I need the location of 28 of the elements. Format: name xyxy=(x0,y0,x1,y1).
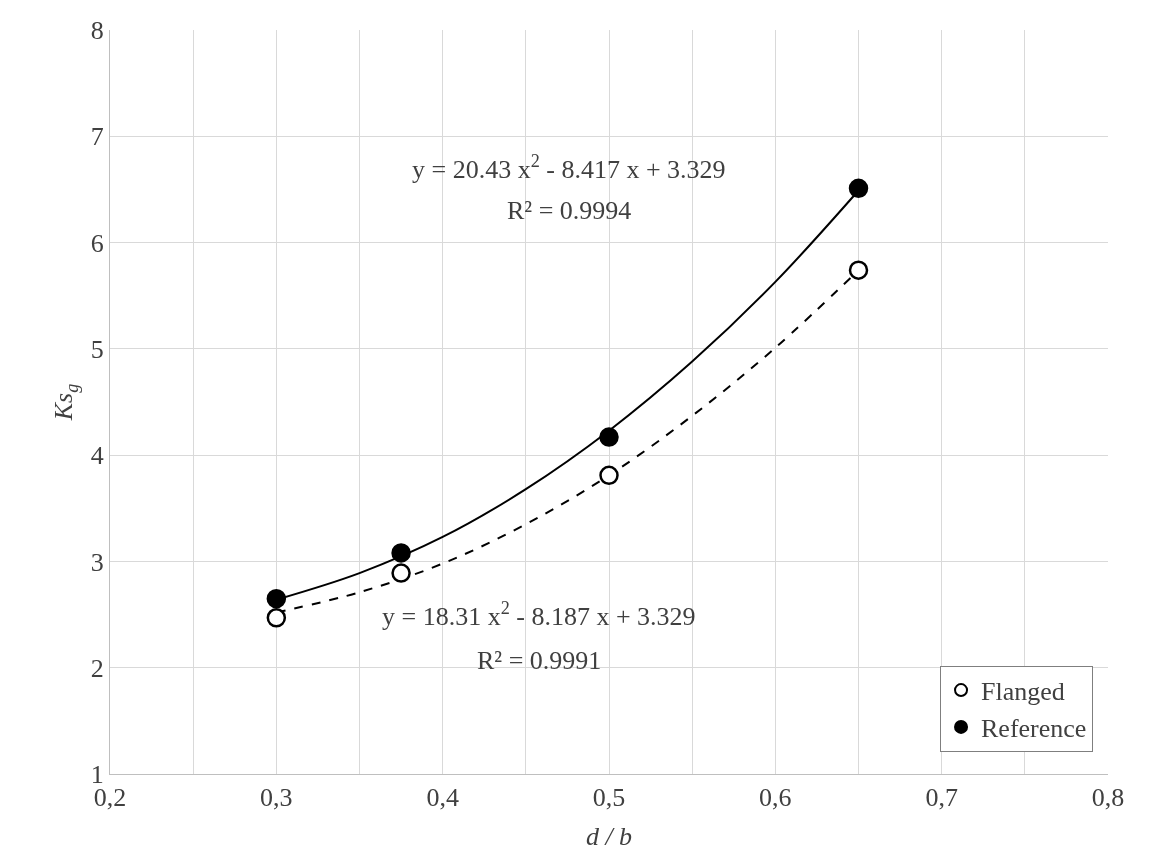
annotation: y = 20.43 x$^{2}$ - 8.417 x + 3.329 xyxy=(412,151,726,184)
y-tick-label: 5 xyxy=(90,334,104,364)
annotation: R² = 0.9991 xyxy=(477,646,602,675)
x-tick-label: 0,7 xyxy=(925,783,958,813)
legend-label: Reference xyxy=(981,714,1087,744)
point xyxy=(391,543,411,563)
y-tick-label: 7 xyxy=(90,122,104,152)
y-tick-label: 8 xyxy=(90,16,104,46)
point xyxy=(391,563,411,583)
legend-label: Flanged xyxy=(981,677,1065,707)
x-tick-label: 0,4 xyxy=(426,783,459,813)
x-axis-title: d / b xyxy=(585,821,633,851)
x-tick-label: 0,5 xyxy=(592,783,626,813)
y-tick-label: 3 xyxy=(90,547,104,577)
y-tick-label: 2 xyxy=(90,653,104,683)
point xyxy=(848,260,869,280)
x-tick-label: 0,3 xyxy=(260,783,293,813)
point xyxy=(599,465,619,486)
x-tick-label: 0,6 xyxy=(759,783,792,813)
point xyxy=(599,427,619,447)
point xyxy=(266,608,287,628)
annotation: y = 18.31 x$^{2}$ - 8.187 x + 3.329 xyxy=(382,598,696,631)
x-tick-label: 0,8 xyxy=(1091,783,1125,813)
point xyxy=(848,178,869,199)
y-tick-label: 6 xyxy=(90,228,104,258)
point xyxy=(266,588,287,609)
annotation: R² = 0.9994 xyxy=(507,196,632,225)
y-tick-label: 4 xyxy=(90,441,104,471)
